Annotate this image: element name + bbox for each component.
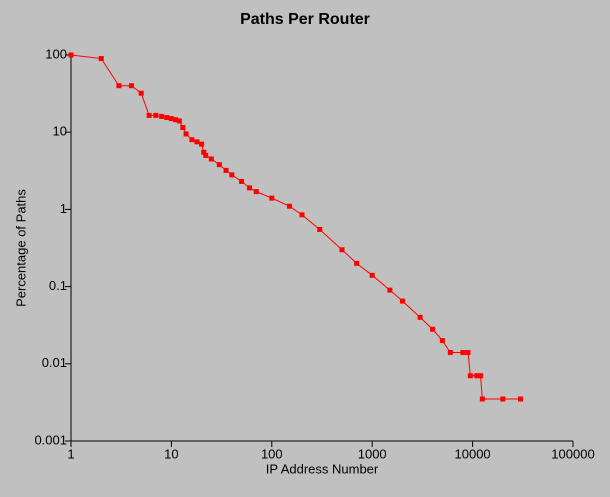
point bbox=[68, 52, 74, 58]
point bbox=[173, 117, 179, 123]
point bbox=[138, 90, 144, 96]
point bbox=[447, 350, 453, 356]
point bbox=[176, 118, 182, 124]
point bbox=[98, 56, 104, 62]
point bbox=[430, 326, 436, 332]
point bbox=[180, 125, 186, 131]
point bbox=[223, 167, 229, 173]
x-axis-label: IP Address Number bbox=[266, 461, 379, 476]
point bbox=[183, 131, 189, 137]
point bbox=[194, 139, 200, 145]
point bbox=[189, 137, 195, 143]
point bbox=[229, 172, 235, 178]
point bbox=[253, 189, 259, 195]
y-axis-label: Percentage of Paths bbox=[13, 189, 28, 307]
point bbox=[354, 260, 360, 266]
y-tick-label: 0.1 bbox=[49, 278, 67, 293]
point bbox=[269, 195, 275, 201]
point bbox=[116, 83, 122, 89]
point bbox=[239, 178, 245, 184]
point bbox=[146, 112, 152, 118]
point bbox=[208, 156, 214, 162]
point bbox=[201, 149, 207, 155]
y-tick-label: 0.01 bbox=[42, 355, 67, 370]
x-tick-label: 100 bbox=[261, 446, 283, 461]
point bbox=[369, 272, 375, 278]
point bbox=[474, 373, 480, 379]
point bbox=[164, 115, 170, 121]
point bbox=[199, 141, 205, 147]
x-tick-label: 10000 bbox=[455, 446, 491, 461]
point bbox=[465, 350, 471, 356]
y-tick-label: 10 bbox=[53, 124, 67, 139]
x-tick-label: 10 bbox=[164, 446, 178, 461]
point bbox=[299, 212, 305, 218]
point bbox=[317, 226, 323, 232]
point bbox=[417, 314, 423, 320]
point bbox=[203, 152, 209, 158]
x-tick-label: 1000 bbox=[358, 446, 387, 461]
x-tick-label: 100000 bbox=[551, 446, 594, 461]
point bbox=[286, 203, 292, 209]
point bbox=[460, 350, 466, 356]
point bbox=[500, 396, 506, 402]
point bbox=[399, 298, 405, 304]
chart-title: Paths Per Router bbox=[240, 11, 370, 28]
point bbox=[159, 113, 165, 119]
point bbox=[247, 185, 253, 191]
series-line bbox=[70, 54, 521, 400]
point bbox=[479, 396, 485, 402]
point bbox=[153, 112, 159, 118]
point bbox=[518, 396, 524, 402]
point bbox=[478, 373, 484, 379]
point bbox=[339, 247, 345, 253]
y-tick-label: 1 bbox=[60, 201, 67, 216]
x-tick-label: 1 bbox=[67, 446, 74, 461]
y-tick-label: 0.001 bbox=[34, 432, 67, 447]
y-tick-label: 100 bbox=[45, 46, 67, 61]
point bbox=[387, 287, 393, 293]
point bbox=[216, 162, 222, 168]
point bbox=[467, 373, 473, 379]
point bbox=[128, 83, 134, 89]
point bbox=[439, 338, 445, 344]
point bbox=[168, 116, 174, 122]
